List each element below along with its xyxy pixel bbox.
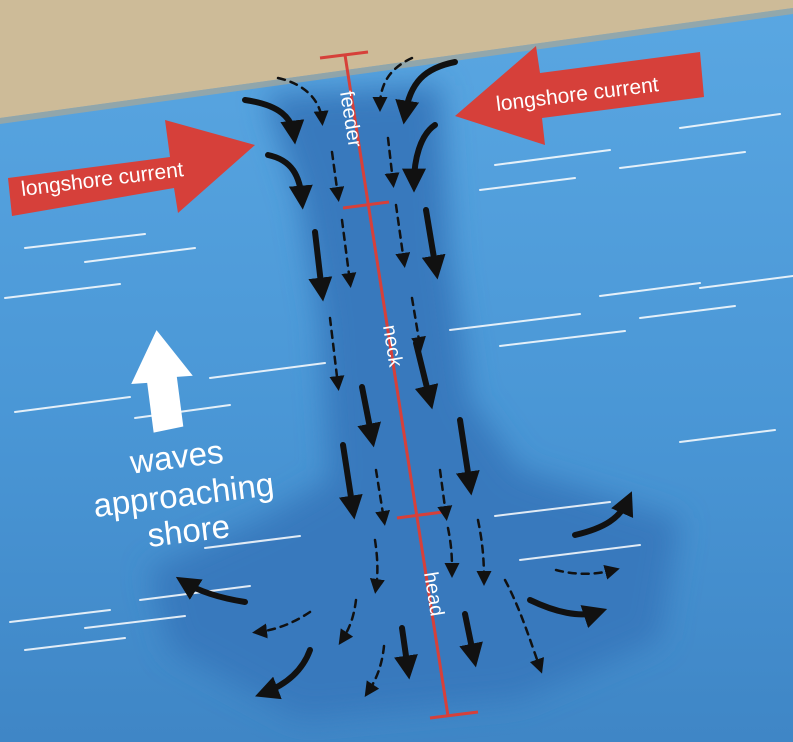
flow-arrow: [242, 97, 305, 145]
flow-arrow: [455, 417, 480, 496]
flow-arrow-dashed: [338, 598, 358, 645]
scale-line: [343, 54, 450, 717]
flow-arrow-dashed: [372, 56, 414, 112]
beach-sand: [0, 0, 793, 118]
flow-arrow: [175, 576, 248, 605]
flow-arrow: [395, 59, 458, 125]
flow-arrow: [459, 611, 483, 668]
flow-arrow: [572, 491, 634, 538]
flow-arrow-dashed: [476, 518, 492, 586]
scale-tick-top: [319, 50, 369, 60]
flow-arrow-dashed: [503, 578, 545, 674]
flow-arrow-dashed: [554, 565, 620, 580]
flow-arrow-dashed: [394, 203, 411, 268]
flow-arrow-dashed: [252, 610, 312, 639]
flow-arrow: [527, 597, 608, 628]
flow-arrow-dashed: [410, 296, 426, 352]
flow-arrows-solid: [175, 59, 634, 700]
flow-arrow-dashed: [276, 76, 329, 126]
scale-tick-neck-head: [396, 510, 444, 520]
rip-section-scale: [319, 50, 479, 720]
flow-arrow-dashed: [364, 644, 386, 697]
shoreline-edge: [0, 8, 793, 124]
flow-arrow: [413, 340, 439, 410]
flow-arrows-dashed: [252, 56, 620, 697]
scale-tick-feeder-neck: [342, 200, 390, 210]
flow-arrow: [265, 152, 313, 210]
flow-arrow-dashed: [437, 468, 453, 521]
flow-arrow-dashed: [384, 136, 400, 188]
flow-arrow: [308, 229, 333, 302]
waves-approaching-arrow: [131, 330, 193, 433]
flow-arrow-dashed: [374, 468, 390, 526]
flow-arrow-dashed: [340, 218, 357, 288]
flow-arrow: [357, 384, 382, 448]
flow-arrow: [394, 625, 418, 680]
flow-arrow-dashed: [444, 526, 460, 578]
wave-lines: [4, 113, 793, 651]
flow-arrow-dashed: [328, 316, 345, 391]
flow-arrow-dashed: [329, 150, 345, 202]
flow-arrow: [255, 647, 313, 700]
flow-arrow: [402, 122, 438, 193]
flow-arrow: [421, 207, 446, 280]
flow-arrow: [338, 442, 363, 520]
flow-arrow-dashed: [369, 538, 385, 594]
scale-tick-bottom: [429, 710, 479, 720]
